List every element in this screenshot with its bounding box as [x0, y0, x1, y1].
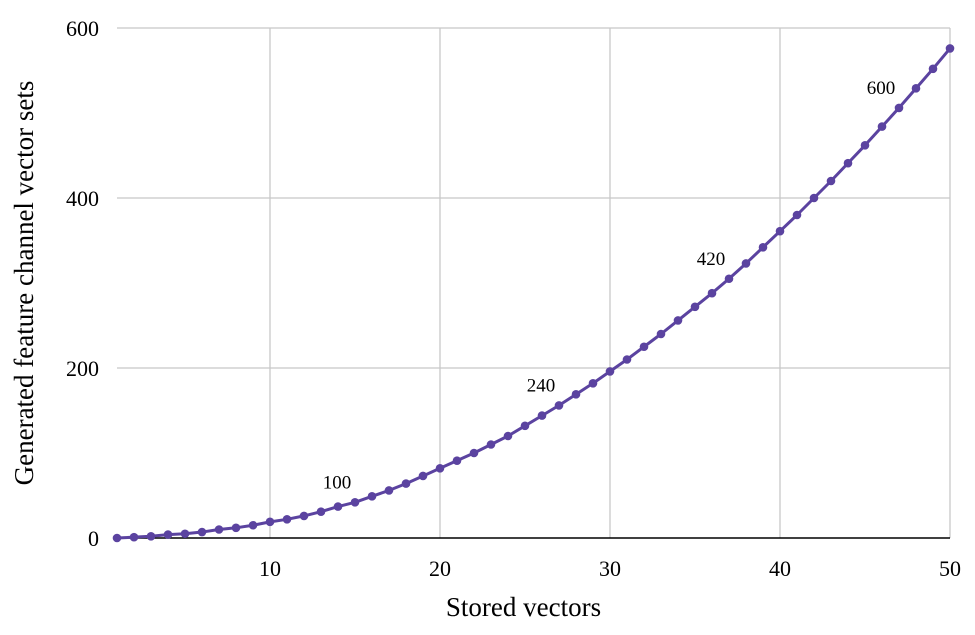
x-tick-label: 50 — [939, 556, 961, 581]
data-label: 100 — [323, 472, 352, 493]
x-tick-label: 20 — [429, 556, 451, 581]
data-point — [945, 44, 955, 53]
data-point — [333, 502, 343, 511]
data-point — [163, 530, 173, 539]
data-point — [129, 532, 139, 542]
data-point — [758, 243, 768, 252]
y-tick-label: 400 — [66, 186, 99, 211]
y-axis-title: Generated feature channel vector sets — [9, 81, 39, 486]
data-point — [571, 390, 581, 399]
data-point — [673, 316, 683, 325]
data-label: 240 — [527, 375, 556, 396]
annotations: 100 240 420 600 — [323, 78, 896, 493]
data-point — [350, 498, 360, 507]
data-point — [452, 456, 462, 465]
data-point — [214, 525, 224, 534]
data-point — [367, 492, 377, 501]
data-point — [554, 401, 564, 410]
data-point — [656, 329, 666, 339]
data-point — [469, 448, 479, 458]
data-point — [911, 84, 921, 93]
x-tick-label: 40 — [769, 556, 791, 581]
data-point — [282, 515, 292, 524]
data-point — [503, 431, 513, 441]
data-point — [724, 274, 734, 284]
data-label: 420 — [697, 249, 726, 270]
y-tick-label: 200 — [66, 356, 99, 381]
data-point — [826, 176, 836, 186]
data-point — [265, 517, 275, 527]
data-point — [690, 302, 700, 312]
data-point — [928, 64, 938, 74]
data-point — [792, 210, 802, 220]
data-point — [877, 122, 887, 131]
data-point — [860, 141, 870, 150]
data-point — [605, 367, 615, 376]
data-point — [707, 288, 717, 298]
data-point — [537, 411, 547, 420]
x-tick-label: 10 — [259, 556, 281, 581]
data-point — [588, 379, 598, 388]
data-point — [112, 533, 122, 543]
data-point — [775, 226, 785, 236]
data-point — [401, 479, 411, 488]
data-point — [248, 520, 258, 530]
data-point — [622, 355, 632, 364]
data-point — [299, 511, 309, 521]
series-group — [112, 44, 955, 543]
data-point — [843, 158, 853, 168]
data-point — [197, 527, 207, 537]
x-axis-title: Stored vectors — [446, 592, 601, 622]
tick-labels: 10 20 30 40 50 0 200 400 600 — [66, 16, 961, 581]
data-point — [231, 523, 241, 533]
grid-lines — [117, 27, 951, 538]
data-point — [809, 193, 819, 203]
data-point — [146, 532, 156, 541]
x-tick-label: 30 — [599, 556, 621, 581]
series-line — [116, 47, 952, 540]
data-point — [316, 507, 326, 516]
data-point — [894, 103, 904, 113]
data-point — [180, 529, 190, 539]
data-point — [384, 486, 394, 495]
data-point — [418, 471, 428, 481]
data-point — [741, 259, 751, 268]
y-tick-label: 600 — [66, 16, 99, 41]
y-tick-label: 0 — [88, 526, 99, 551]
data-label: 600 — [867, 78, 896, 99]
data-point — [486, 440, 496, 449]
data-point — [435, 464, 445, 473]
data-point — [520, 421, 530, 431]
data-point — [639, 342, 649, 352]
